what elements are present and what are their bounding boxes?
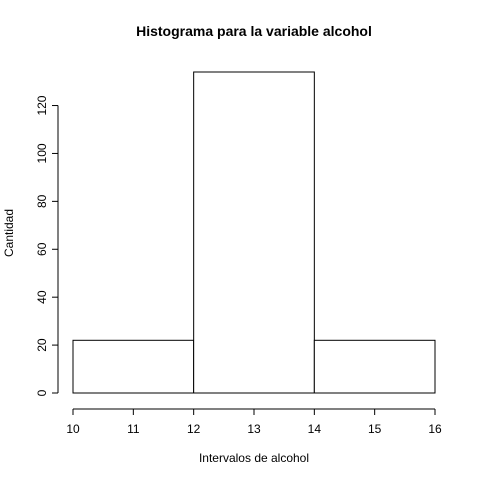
y-tick-label-4: 80 (35, 194, 49, 208)
y-tick-label-5: 100 (35, 143, 49, 163)
x-axis: 10 11 12 13 14 15 16 (66, 408, 442, 436)
x-tick-label-5: 15 (368, 422, 382, 436)
x-tick-label-3: 13 (247, 422, 261, 436)
y-tick-label-2: 40 (35, 290, 49, 304)
histogram-bar-1 (193, 71, 315, 394)
y-tick-label-6: 120 (35, 95, 49, 115)
x-tick-label-2: 12 (187, 422, 201, 436)
y-tick-label-3: 60 (35, 242, 49, 256)
y-tick-label-0: 0 (35, 389, 49, 396)
x-tick-label-6: 16 (428, 422, 442, 436)
x-tick-label-1: 11 (127, 422, 140, 436)
histogram-bar-0 (72, 339, 195, 394)
histogram-bar-2 (313, 339, 436, 394)
x-tick-label-4: 14 (308, 422, 322, 436)
x-tick-label-0: 10 (66, 422, 80, 436)
x-axis-label: Intervalos de alcohol (199, 451, 309, 465)
bars-group (72, 71, 436, 394)
y-axis: 0 20 40 60 80 100 120 (35, 95, 59, 396)
y-tick-label-1: 20 (35, 338, 49, 352)
chart-title: Histograma para la variable alcohol (136, 23, 372, 39)
y-axis-label: Cantidad (2, 209, 16, 257)
